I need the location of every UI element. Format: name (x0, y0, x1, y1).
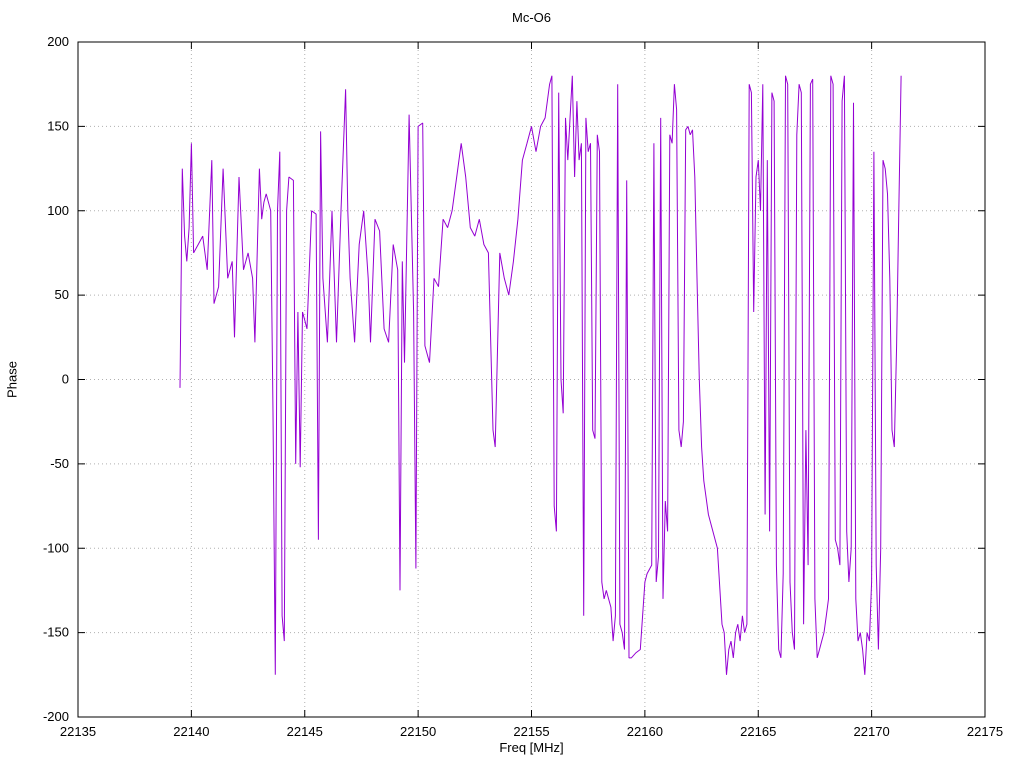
x-tick-label: 22165 (740, 724, 776, 739)
x-tick-label: 22160 (627, 724, 663, 739)
y-tick-label: 200 (47, 34, 69, 49)
x-tick-label: 22155 (513, 724, 549, 739)
chart-title: Mc-O6 (512, 10, 551, 25)
plot-border (77, 41, 986, 718)
x-tick-label: 22140 (173, 724, 209, 739)
y-tick-label: -50 (50, 456, 69, 471)
x-tick-label: 22135 (60, 724, 96, 739)
x-axis-label: Freq [MHz] (499, 740, 564, 755)
x-tick-label: 22145 (287, 724, 323, 739)
phase-trace (179, 75, 902, 675)
y-tick-label: -150 (43, 625, 69, 640)
y-tick-label: 50 (55, 287, 69, 302)
x-tick-label: 22175 (967, 724, 1003, 739)
y-tick-label: -200 (43, 709, 69, 724)
x-tick-label: 22150 (400, 724, 436, 739)
y-tick-label: 0 (62, 372, 69, 387)
y-tick-label: -100 (43, 540, 69, 555)
y-tick-label: 150 (47, 118, 69, 133)
y-tick-label: 100 (47, 203, 69, 218)
x-tick-label: 22170 (854, 724, 890, 739)
